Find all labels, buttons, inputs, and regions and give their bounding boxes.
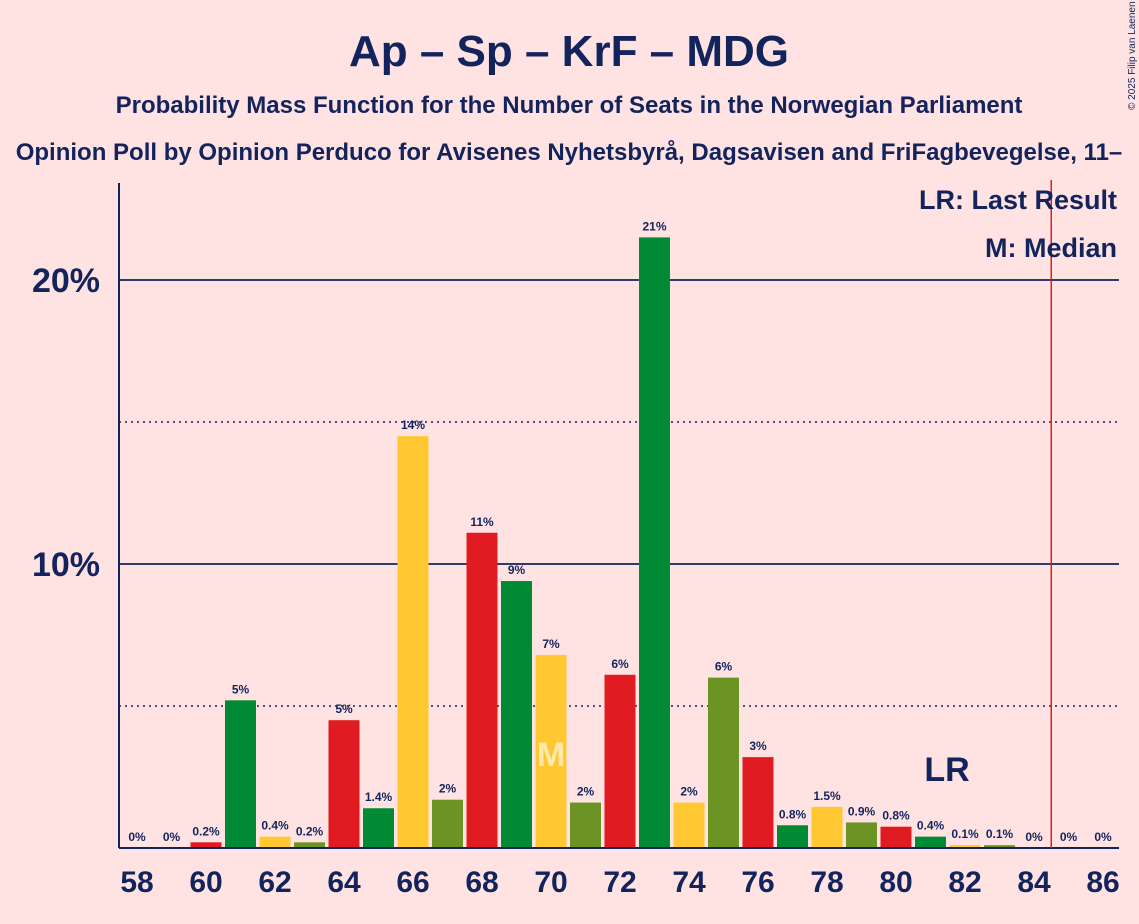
bar-66 (397, 436, 429, 848)
data-label-65: 1.4% (365, 790, 393, 804)
data-label-69: 9% (508, 563, 526, 577)
data-label-66: 14% (401, 418, 425, 432)
bar-60 (190, 842, 222, 848)
x-tick-label: 70 (534, 866, 567, 899)
bar-77 (777, 825, 808, 848)
x-tick-label: 64 (327, 866, 361, 899)
legend-last-result: LR: Last Result (919, 185, 1117, 215)
data-labels: 0% 0% 0.2% 5% 0.4% 0.2% 5% 1.4% 14% 2% 11% 9% 7% 2% 6%… (128, 219, 1112, 844)
bar-78 (811, 806, 843, 848)
chart-title: Ap – Sp – KrF – MDG (349, 27, 789, 76)
bars (190, 237, 1015, 848)
x-axis-ticks: 58 60 62 64 66 68 70 72 74 76 78 80 82 84 86 (120, 866, 1119, 899)
data-label-68: 11% (470, 515, 494, 529)
data-label-82: 0.1% (951, 827, 979, 841)
y-axis-ticks: 10% 20% (32, 262, 100, 584)
x-tick-label: 78 (810, 866, 843, 899)
x-tick-label: 72 (603, 866, 636, 899)
bar-63 (294, 842, 325, 848)
copyright-notice: © 2025 Filip van Laenen (1127, 1, 1138, 110)
x-tick-label: 66 (396, 866, 429, 899)
x-tick-label: 76 (741, 866, 774, 899)
data-label-79: 0.9% (848, 804, 876, 818)
data-label-75: 6% (715, 660, 733, 674)
data-label-83: 0.1% (986, 827, 1014, 841)
bar-62 (259, 836, 291, 848)
data-label-77: 0.8% (779, 807, 807, 821)
bar-70 (535, 654, 567, 848)
data-label-62: 0.4% (261, 819, 289, 833)
bar-73 (639, 237, 670, 848)
y-tick-label: 20% (32, 262, 100, 300)
x-tick-label: 62 (258, 866, 291, 899)
bar-76 (742, 757, 774, 848)
bar-83 (984, 845, 1015, 848)
chart-subtitle: Probability Mass Function for the Number… (116, 92, 1023, 119)
legend-median: M: Median (985, 233, 1117, 263)
data-label-74: 2% (680, 785, 698, 799)
x-tick-label: 84 (1017, 866, 1051, 899)
data-label-71: 2% (577, 785, 595, 799)
last-result-marker: LR (924, 751, 969, 789)
data-label-76: 3% (749, 739, 767, 753)
bar-82 (949, 845, 981, 848)
data-label-81: 0.4% (917, 819, 945, 833)
bar-75 (708, 677, 739, 848)
bar-74 (673, 802, 705, 848)
bar-81 (915, 836, 946, 848)
x-tick-label: 86 (1086, 866, 1119, 899)
data-label-67: 2% (439, 782, 457, 796)
x-tick-label: 60 (189, 866, 222, 899)
data-label-72: 6% (611, 657, 629, 671)
data-label-61: 5% (232, 682, 250, 696)
data-label-70: 7% (542, 637, 560, 651)
gridlines (119, 279, 1119, 707)
data-label-80: 0.8% (882, 809, 910, 823)
bar-64 (328, 720, 360, 848)
bar-80 (880, 826, 912, 848)
data-label-59: 0% (163, 830, 181, 844)
bar-67 (432, 799, 463, 848)
bar-72 (604, 674, 636, 848)
bar-79 (846, 822, 877, 848)
data-label-60: 0.2% (192, 824, 220, 838)
data-label-78: 1.5% (813, 789, 841, 803)
data-label-64: 5% (335, 702, 353, 716)
data-label-58: 0% (128, 830, 146, 844)
x-tick-label: 74 (672, 866, 706, 899)
data-label-86: 0% (1094, 830, 1112, 844)
bar-69 (501, 581, 532, 848)
x-tick-label: 58 (120, 866, 153, 899)
x-tick-label: 82 (948, 866, 981, 899)
bar-61 (225, 700, 256, 848)
data-label-84: 0% (1025, 830, 1043, 844)
data-label-63: 0.2% (296, 824, 324, 838)
bar-65 (363, 808, 394, 848)
x-tick-label: 68 (465, 866, 498, 899)
chart-subtitle-poll: Opinion Poll by Opinion Perduco for Avis… (16, 139, 1123, 166)
bar-68 (466, 532, 498, 848)
bar-71 (570, 802, 601, 848)
x-tick-label: 80 (879, 866, 912, 899)
data-label-73: 21% (642, 219, 666, 233)
median-marker: M (537, 736, 565, 774)
y-tick-label: 10% (32, 546, 100, 584)
data-label-85: 0% (1060, 830, 1078, 844)
